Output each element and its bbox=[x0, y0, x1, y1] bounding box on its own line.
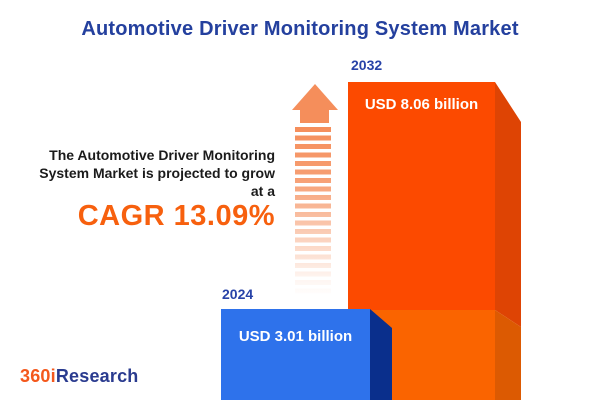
growth-arrow-dashed-trail bbox=[295, 127, 331, 297]
bar-2024-front bbox=[221, 309, 370, 400]
bar-2032-side-bottom bbox=[495, 310, 521, 400]
brand-logo-part1: 360i bbox=[20, 366, 56, 386]
bar-2032-year-label: 2032 bbox=[351, 57, 383, 73]
projection-text: The Automotive Driver Monitoring System … bbox=[0, 146, 275, 200]
bar-2024-side bbox=[370, 309, 392, 400]
bar-2032-front-top bbox=[348, 82, 495, 310]
bar-2032-value-label: USD 8.06 billion bbox=[364, 96, 479, 113]
brand-logo-part2: Research bbox=[55, 366, 139, 386]
growth-arrow-neck bbox=[300, 109, 329, 123]
bar-2032-side-top bbox=[495, 82, 521, 327]
page-title: Automotive Driver Monitoring System Mark… bbox=[81, 18, 519, 40]
growth-arrow-icon bbox=[292, 84, 338, 110]
brand-logo: 360iResearch bbox=[20, 366, 139, 387]
cagr-value: CAGR 13.09% bbox=[77, 200, 275, 232]
projection-text-line3: at a bbox=[250, 183, 275, 199]
bar-2024-value-label: USD 3.01 billion bbox=[238, 328, 353, 345]
bar-2024-year-label: 2024 bbox=[222, 286, 254, 302]
projection-text-line2: System Market is projected to grow bbox=[39, 165, 275, 181]
projection-text-line1: The Automotive Driver Monitoring bbox=[49, 147, 275, 163]
